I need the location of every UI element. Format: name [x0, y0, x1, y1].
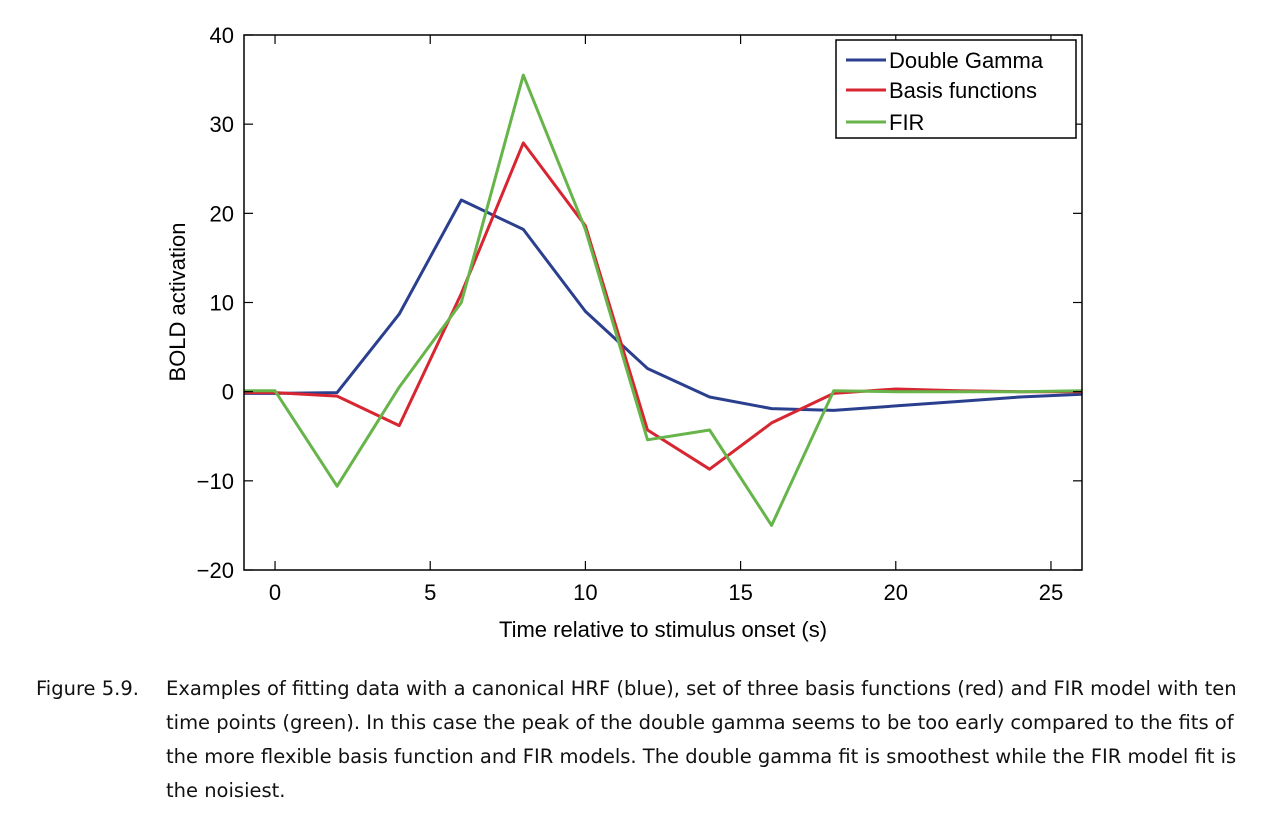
x-tick-label: 5	[424, 580, 436, 605]
y-tick-label: 40	[210, 23, 234, 48]
y-tick-label: −20	[197, 558, 234, 583]
legend-label-fir: FIR	[889, 110, 924, 135]
y-tick-label: 0	[222, 380, 234, 405]
x-tick-label: 20	[884, 580, 908, 605]
series-line-basis-functions	[244, 141, 1082, 471]
x-tick-label: 15	[728, 580, 752, 605]
y-tick-label: 20	[210, 201, 234, 226]
y-tick-label: 30	[210, 112, 234, 137]
y-tick-label: 10	[210, 291, 234, 316]
y-tick-label: −10	[197, 469, 234, 494]
x-tick-label: 25	[1039, 580, 1063, 605]
series-line-double-gamma	[244, 198, 1083, 412]
caption-label: Figure 5.9.	[36, 677, 139, 700]
series-line-fir	[244, 73, 1083, 527]
x-axis-label: Time relative to stimulus onset (s)	[499, 617, 827, 642]
line-chart: 0 5 10 15 20 25 −20 −10 0 10 20 30 40 Time relative …	[165, 23, 1083, 642]
x-tick-label: 10	[573, 580, 597, 605]
series-layer	[244, 73, 1083, 527]
caption-text: Examples of fitting data with a canonica…	[166, 677, 1237, 802]
x-tick-label: 0	[269, 580, 281, 605]
legend: Double Gamma Basis functions FIR	[835, 39, 1077, 139]
legend-label-double-gamma: Double Gamma	[889, 48, 1044, 73]
tick-labels-layer: 0 5 10 15 20 25 −20 −10 0 10 20 30 40	[197, 23, 1064, 605]
y-axis-label: BOLD activation	[165, 223, 190, 382]
legend-label-basis-functions: Basis functions	[889, 78, 1037, 103]
